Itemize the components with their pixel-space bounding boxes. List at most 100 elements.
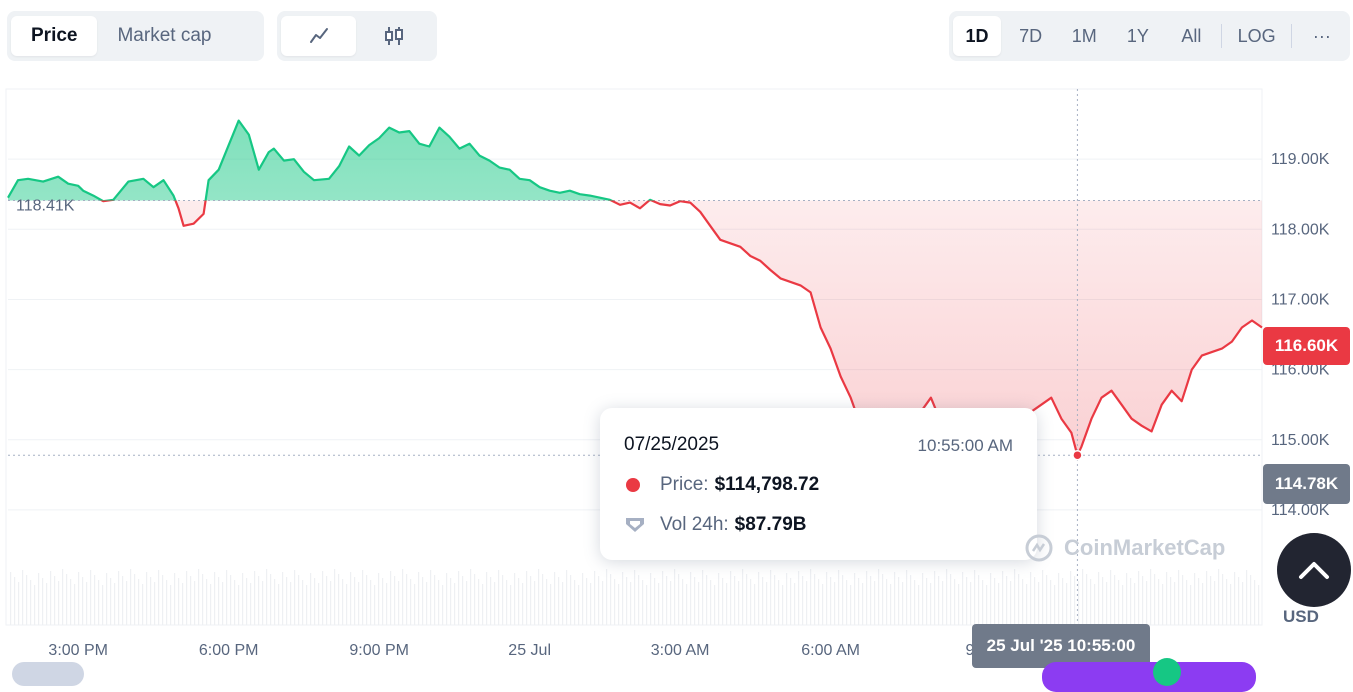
volume-bar	[726, 583, 728, 625]
volume-bar	[158, 570, 160, 625]
volume-bar	[50, 571, 52, 625]
chevron-up-icon	[1299, 562, 1329, 579]
tab-market-cap[interactable]: Market cap	[117, 25, 212, 46]
volume-bar	[382, 578, 384, 625]
volume-bar	[1238, 577, 1240, 625]
volume-bar	[918, 585, 920, 625]
x-tick-label: 25 Jul	[508, 642, 551, 659]
volume-bar	[294, 570, 296, 625]
volume-bar	[1230, 584, 1232, 625]
volume-bar	[766, 582, 768, 625]
volume-bar	[742, 569, 744, 625]
volume-bar	[538, 569, 540, 625]
volume-bar	[754, 584, 756, 625]
volume-bar	[570, 575, 572, 625]
volume-bar	[78, 572, 80, 625]
log-scale-button[interactable]: LOG	[1237, 25, 1276, 46]
volume-bar	[1130, 578, 1132, 625]
volume-bar	[626, 577, 628, 625]
volume-bar	[354, 577, 356, 625]
volume-bar	[534, 581, 536, 625]
volume-bar	[722, 578, 724, 625]
volume-bar	[750, 579, 752, 625]
volume-bar	[1158, 579, 1160, 625]
volume-bar	[522, 583, 524, 625]
volume-bar	[530, 576, 532, 625]
volume-bar	[646, 585, 648, 625]
range-1y[interactable]: 1Y	[1126, 25, 1149, 46]
y-tick-label: 119.00K	[1271, 151, 1330, 168]
volume-bar	[258, 576, 260, 625]
scroll-to-top-button[interactable]	[1277, 533, 1351, 607]
volume-bar	[506, 580, 508, 625]
range-all[interactable]: All	[1181, 25, 1202, 46]
volume-bar	[734, 576, 736, 625]
y-tick-label: 117.00K	[1271, 291, 1330, 308]
range-1d[interactable]: 1D	[953, 16, 1001, 56]
volume-bar	[114, 583, 116, 625]
volume-bar	[986, 585, 988, 625]
volume-bar	[318, 583, 320, 625]
volume-bar	[702, 570, 704, 625]
chart-type-toggle	[277, 11, 437, 61]
volume-bar	[1082, 569, 1084, 625]
volume-bar	[402, 569, 404, 625]
volume-bar	[210, 584, 212, 625]
price-chart[interactable]: 119.00K 118.00K 117.00K 116.00K 115.00K 114.0…	[0, 0, 1353, 674]
range-1m[interactable]: 1M	[1071, 25, 1097, 46]
bottom-banner[interactable]	[1042, 662, 1256, 692]
volume-bar	[1202, 583, 1204, 625]
candlestick-button[interactable]	[356, 16, 431, 56]
volume-bar	[562, 582, 564, 625]
volume-bar	[810, 569, 812, 625]
volume-bar	[1194, 573, 1196, 625]
price-marketcap-toggle: Price Market cap	[7, 11, 264, 61]
hover-time-badge: 25 Jul '25 10:55:00	[972, 624, 1150, 668]
volume-bar	[342, 579, 344, 625]
volume-bar	[394, 576, 396, 625]
range-7d[interactable]: 7D	[1019, 25, 1043, 46]
more-options-button[interactable]: ···	[1312, 25, 1331, 46]
volume-bar	[110, 578, 112, 625]
chart-tooltip: 07/25/2025 10:55:00 AM Price: $114,798.7…	[600, 408, 1037, 560]
volume-bar	[1162, 584, 1164, 625]
volume-bar	[550, 584, 552, 625]
volume-bar	[302, 580, 304, 625]
volume-bar	[14, 577, 16, 625]
volume-bar	[614, 579, 616, 625]
volume-bar	[698, 582, 700, 625]
volume-bar	[922, 573, 924, 625]
volume-bar	[1186, 580, 1188, 625]
volume-bar	[246, 578, 248, 625]
volume-bar	[450, 578, 452, 625]
volume-bar	[414, 584, 416, 625]
candlestick-icon	[384, 27, 403, 45]
volume-bar	[1078, 581, 1080, 625]
volume-bar	[22, 570, 24, 625]
x-tick-label: 6:00 AM	[801, 642, 860, 659]
volume-bar	[998, 583, 1000, 625]
volume-bar	[694, 577, 696, 625]
volume-bar	[322, 571, 324, 625]
volume-bar	[1134, 583, 1136, 625]
volume-bar	[430, 570, 432, 625]
volume-bar	[954, 579, 956, 625]
time-range-toggle: 1D 7D 1M 1Y All LOG ···	[949, 11, 1350, 61]
volume-bar	[994, 578, 996, 625]
volume-bar	[1014, 569, 1016, 625]
volume-bar	[814, 574, 816, 625]
volume-bar	[138, 579, 140, 625]
volume-bar	[1074, 576, 1076, 625]
volume-bar	[334, 569, 336, 625]
volume-bar	[282, 572, 284, 625]
line-chart-button[interactable]	[281, 16, 356, 56]
volume-bar	[370, 580, 372, 625]
volume-bar	[1062, 578, 1064, 625]
volume-bar	[1114, 575, 1116, 625]
volume-bar	[1142, 576, 1144, 625]
tab-price[interactable]: Price	[11, 16, 98, 56]
volume-bar	[194, 581, 196, 625]
volume-bar	[574, 580, 576, 625]
volume-bar	[966, 577, 968, 625]
volume-bar	[1002, 571, 1004, 625]
